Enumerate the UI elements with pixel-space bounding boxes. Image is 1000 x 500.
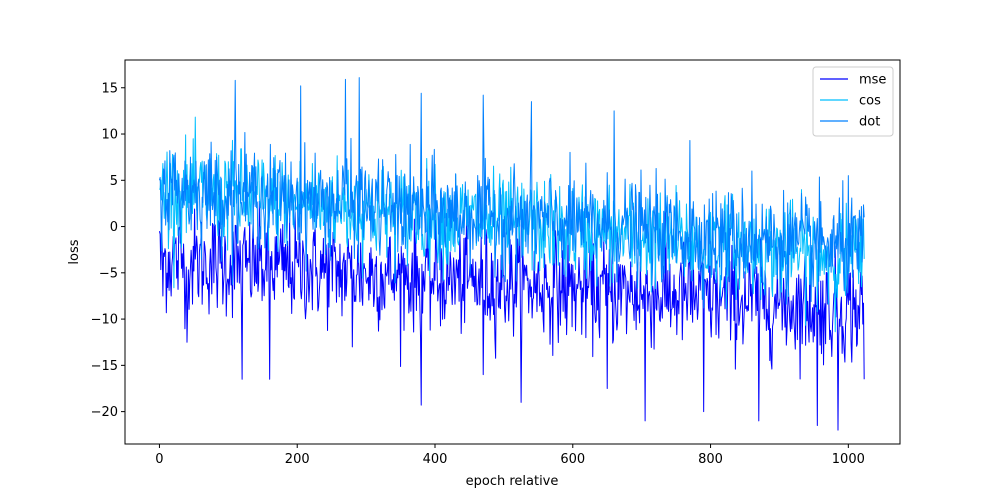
y-tick-label: 10 bbox=[101, 128, 118, 143]
legend: mse cos dot bbox=[812, 66, 894, 137]
y-tick-label: −15 bbox=[91, 359, 118, 374]
y-axis-label: loss bbox=[67, 239, 82, 264]
legend-label-mse: mse bbox=[859, 73, 886, 88]
x-axis-label: epoch relative bbox=[466, 474, 559, 489]
y-tick-label: 5 bbox=[110, 174, 118, 189]
x-tick-label: 1000 bbox=[832, 452, 865, 467]
x-tick-label: 0 bbox=[155, 452, 163, 467]
x-axis-ticks: 0 200 400 600 800 1000 bbox=[155, 444, 865, 467]
series-line-dot bbox=[158, 77, 865, 309]
legend-label-dot: dot bbox=[859, 115, 880, 130]
legend-box bbox=[812, 66, 894, 137]
y-tick-label: −5 bbox=[99, 266, 118, 281]
y-tick-label: 15 bbox=[101, 81, 118, 96]
x-tick-label: 600 bbox=[560, 452, 585, 467]
series-layer bbox=[158, 77, 865, 431]
series-line-mse bbox=[158, 200, 865, 431]
plot-frame bbox=[124, 59, 901, 445]
y-tick-label: −10 bbox=[91, 313, 118, 328]
legend-label-cos: cos bbox=[859, 94, 881, 109]
y-tick-label: 0 bbox=[110, 220, 118, 235]
y-tick-label: −20 bbox=[91, 405, 118, 420]
y-axis-ticks: −20 −15 −10 −5 0 5 10 15 bbox=[91, 81, 125, 420]
x-tick-label: 800 bbox=[698, 452, 723, 467]
x-tick-label: 400 bbox=[423, 452, 448, 467]
x-tick-label: 200 bbox=[285, 452, 310, 467]
